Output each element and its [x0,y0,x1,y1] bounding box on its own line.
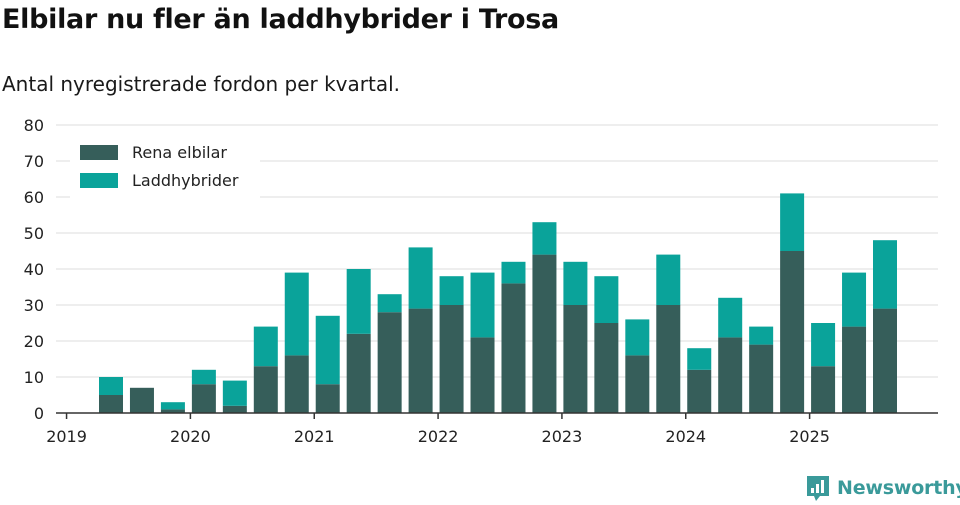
y-axis: 0 10 20 30 40 50 60 70 80 [24,116,44,423]
bar-rena-elbilar [408,308,433,413]
x-tick-label: 2024 [665,427,706,446]
bar-laddhybrider [470,272,495,338]
y-tick-label: 30 [24,296,44,315]
y-tick-label: 20 [24,332,44,351]
bar-rena-elbilar [594,323,619,413]
bar-laddhybrider [780,193,805,251]
bar-rena-elbilar [532,254,557,413]
bar-laddhybrider [284,272,309,356]
bar-laddhybrider [346,269,371,334]
x-tick-label: 2020 [170,427,211,446]
y-tick-label: 0 [34,404,44,423]
bar-rena-elbilar [160,409,185,413]
bar-laddhybrider [718,297,743,338]
bar-rena-elbilar [129,387,154,413]
legend-swatch-rena-elbilar [80,145,118,160]
bar-laddhybrider [99,377,123,395]
bar-laddhybrider [842,272,867,327]
bar-laddhybrider [408,247,433,309]
legend-label-rena-elbilar: Rena elbilar [132,143,227,162]
bar-rena-elbilar [439,305,464,413]
bar-laddhybrider [222,380,247,406]
x-axis: 2019 2020 2021 2022 2023 2024 2025 [46,412,938,446]
bar-rena-elbilar [811,366,836,413]
bar-laddhybrider [439,276,464,305]
y-tick-label: 10 [24,368,44,387]
bar-rena-elbilar [625,355,650,413]
bar-rena-elbilar [470,337,495,413]
brand-name: Newsworthy [837,477,960,499]
bar-rena-elbilar [346,333,371,413]
bar-rena-elbilar [99,395,123,413]
bar-laddhybrider [377,294,402,313]
y-tick-label: 50 [24,224,44,243]
bar-laddhybrider [501,261,526,284]
bar-rena-elbilar [501,283,526,413]
x-tick-label: 2025 [789,427,830,446]
x-tick-label: 2021 [294,427,335,446]
y-tick-label: 40 [24,260,44,279]
bar-laddhybrider [656,254,681,305]
y-tick-label: 60 [24,188,44,207]
y-tick-label: 80 [24,116,44,135]
bar-laddhybrider [160,402,185,410]
chart-subtitle: Antal nyregistrerade fordon per kvartal. [2,72,401,96]
bar-laddhybrider [811,323,836,367]
x-tick-label: 2022 [418,427,459,446]
bar-laddhybrider [687,348,712,370]
legend-label-laddhybrider: Laddhybrider [132,171,239,190]
bar-rena-elbilar [191,384,216,413]
bar-rena-elbilar [842,326,867,413]
bar-rena-elbilar [780,251,805,413]
legend: Rena elbilar Laddhybrider [70,136,260,200]
bar-rena-elbilar [563,305,588,413]
brand-logo: Newsworthy [805,474,960,502]
bar-laddhybrider [315,315,340,385]
bar-laddhybrider [532,222,557,255]
bar-rena-elbilar [656,305,681,413]
legend-swatch-laddhybrider [80,173,118,188]
bar-rena-elbilar [284,355,309,413]
bar-laddhybrider [563,261,588,305]
bar-rena-elbilar [222,405,247,413]
bar-rena-elbilar [687,369,712,413]
bar-rena-elbilar [377,312,402,413]
bar-laddhybrider [594,276,619,323]
bars [99,193,897,413]
y-tick-label: 70 [24,152,44,171]
bar-rena-elbilar [253,366,278,413]
bar-laddhybrider [625,319,650,356]
bar-laddhybrider [191,369,216,385]
bar-rena-elbilar [718,337,743,413]
bar-laddhybrider [873,240,897,309]
bar-rena-elbilar [749,344,774,413]
chart-title: Elbilar nu fler än laddhybrider i Trosa [2,4,559,35]
bar-laddhybrider [749,326,774,345]
bar-laddhybrider [253,326,278,367]
newsworthy-logo-icon [807,476,829,501]
bar-rena-elbilar [873,308,897,413]
x-tick-label: 2023 [542,427,583,446]
bar-rena-elbilar [315,384,340,413]
x-tick-label: 2019 [46,427,87,446]
